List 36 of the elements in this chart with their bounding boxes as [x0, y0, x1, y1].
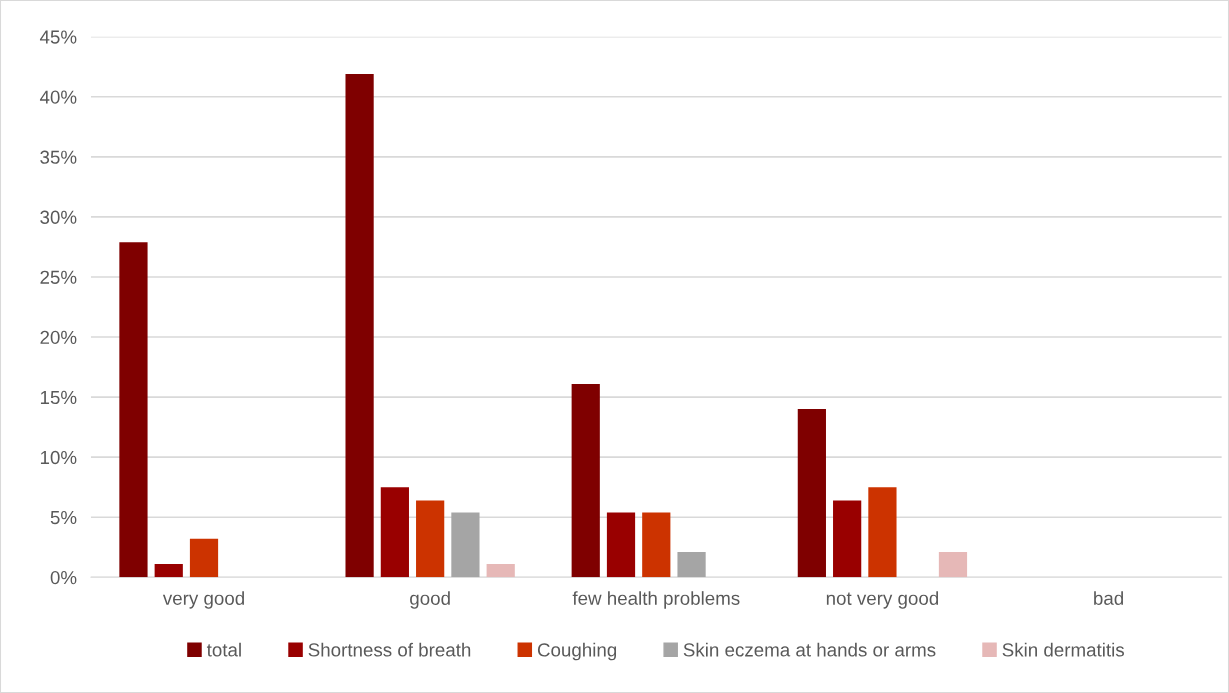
y-tick-label: 40%	[39, 90, 77, 104]
x-tick-label: few health problems	[572, 591, 740, 609]
x-tick-label: very good	[162, 591, 244, 609]
y-tick-label: 25%	[40, 270, 77, 284]
x-tick-label: bad	[1094, 591, 1123, 605]
y-tick-label: 15%	[40, 390, 77, 405]
legend-label: Skin dermatitis	[1002, 642, 1124, 657]
legend-label: Skin eczema at hands or arms	[683, 642, 936, 657]
bar	[868, 487, 897, 578]
y-tick-label: 10%	[40, 450, 77, 465]
legend-label: total	[206, 642, 241, 657]
y-tick-label: 5%	[50, 510, 77, 525]
bar	[380, 487, 409, 578]
bar	[189, 538, 219, 578]
bar	[677, 552, 706, 578]
y-tick-label: 45%	[39, 30, 77, 44]
y-tick-label: 0%	[50, 570, 77, 585]
y-tick-label: 35%	[40, 150, 77, 164]
bar	[154, 564, 183, 578]
bar	[486, 564, 515, 578]
bar	[606, 512, 636, 578]
legend-label: Coughing	[537, 642, 617, 661]
bar	[571, 383, 600, 578]
bar	[833, 500, 862, 578]
bar	[938, 552, 968, 578]
bar	[797, 409, 826, 578]
x-tick-label: not very good	[826, 591, 939, 609]
y-tick-label: 30%	[40, 210, 77, 224]
bar	[451, 512, 480, 578]
bar	[642, 512, 671, 578]
legend-label: Shortness of breath	[308, 642, 471, 657]
bar	[416, 500, 445, 578]
y-tick-label: 20%	[40, 330, 77, 345]
x-tick-label: good	[410, 591, 450, 609]
bar	[345, 73, 374, 578]
bar	[119, 242, 148, 578]
